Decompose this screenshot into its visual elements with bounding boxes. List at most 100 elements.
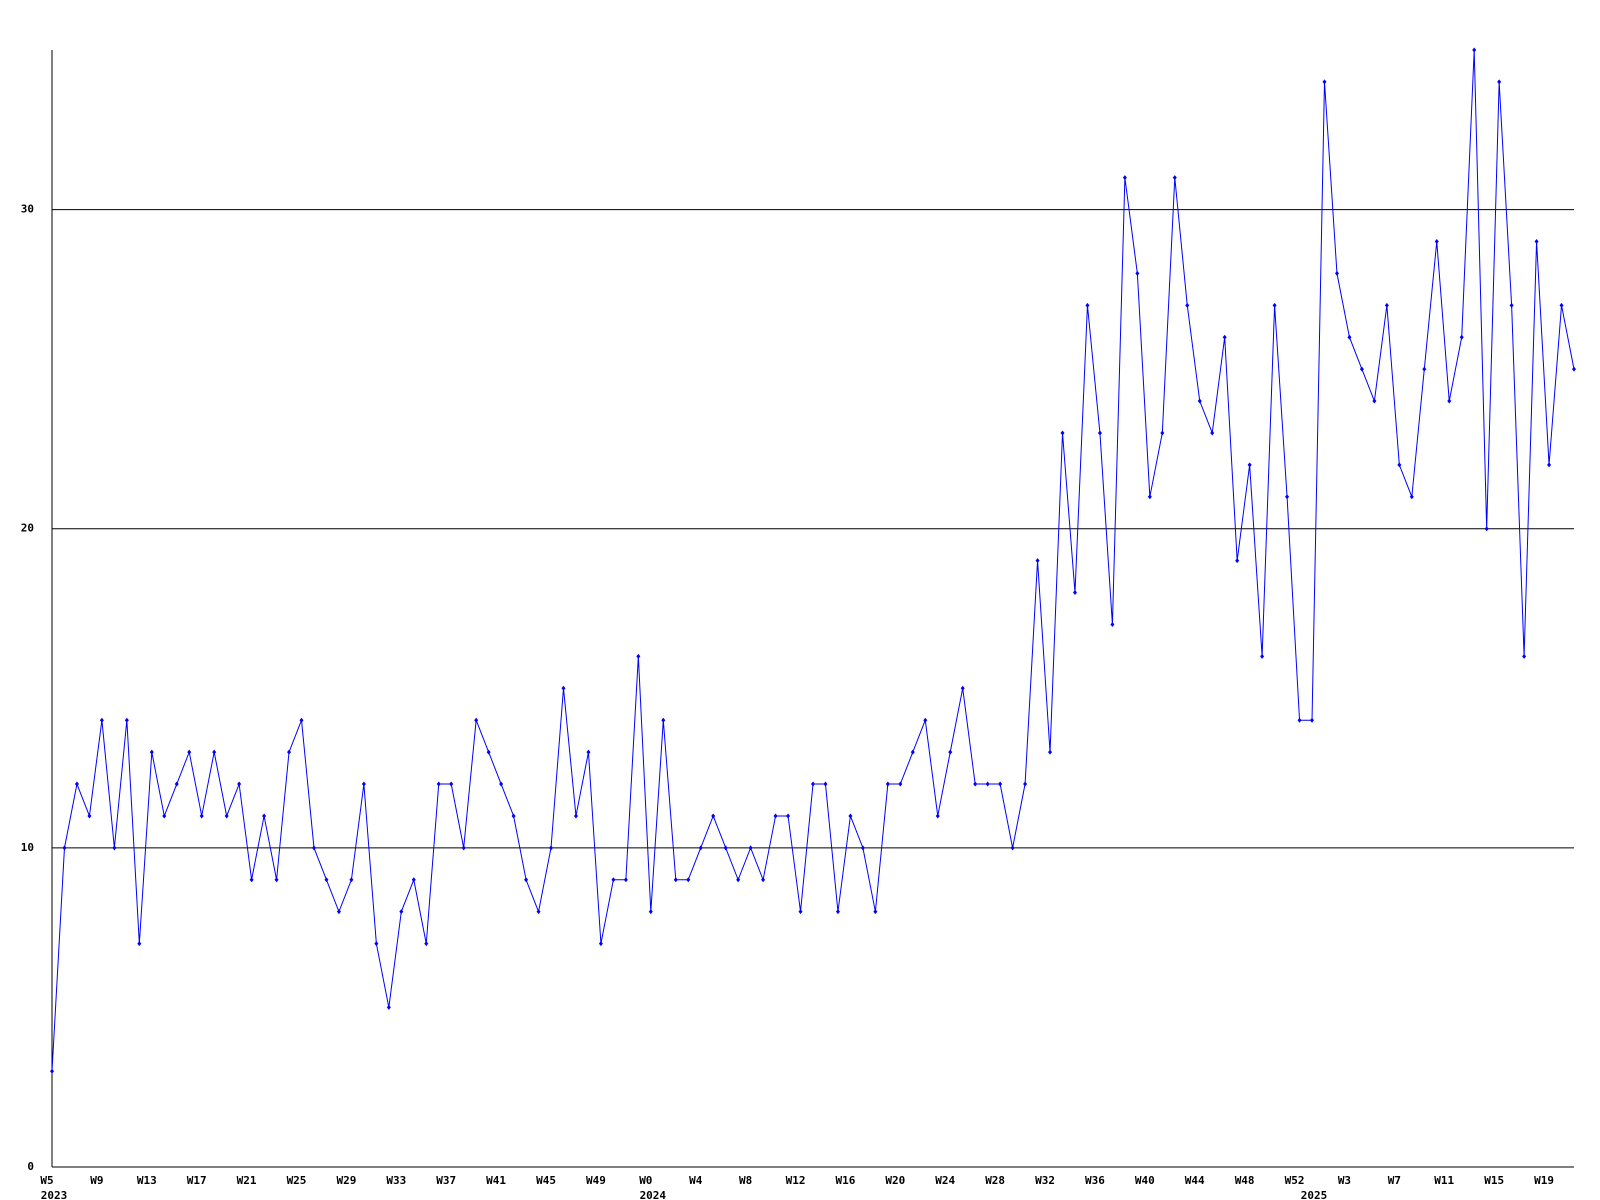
point-marker — [935, 813, 940, 819]
point-marker — [1122, 175, 1127, 181]
point-marker — [1172, 175, 1177, 181]
point-marker — [199, 813, 204, 819]
point-marker — [1534, 238, 1539, 244]
point-marker — [1210, 430, 1215, 436]
point-marker — [62, 845, 67, 851]
point-marker — [311, 845, 316, 851]
point-marker — [524, 877, 529, 883]
point-marker — [74, 781, 79, 787]
point-marker — [573, 813, 578, 819]
point-marker — [1097, 430, 1102, 436]
y-tick-label: 30 — [21, 203, 34, 216]
year-label: 2024 — [640, 1189, 667, 1200]
point-marker — [1522, 653, 1527, 659]
point-marker — [374, 941, 379, 947]
x-tick-label: W21 — [237, 1174, 257, 1187]
point-marker — [898, 781, 903, 787]
point-marker — [112, 845, 117, 851]
x-tick-label: W20 — [885, 1174, 905, 1187]
point-marker — [1010, 845, 1015, 851]
point-marker — [960, 685, 965, 691]
point-marker — [923, 717, 928, 723]
point-marker — [299, 717, 304, 723]
y-tick-label: 0 — [27, 1160, 34, 1173]
point-marker — [1310, 717, 1315, 723]
point-marker — [1110, 621, 1115, 627]
point-marker — [1135, 270, 1140, 276]
point-marker — [1060, 430, 1065, 436]
point-marker — [661, 717, 666, 723]
point-marker — [1072, 590, 1077, 596]
x-tick-label: W29 — [336, 1174, 356, 1187]
x-tick-label: W52 — [1285, 1174, 1305, 1187]
x-tick-label: W9 — [90, 1174, 103, 1187]
point-marker — [1497, 79, 1502, 85]
point-marker — [1409, 494, 1414, 500]
point-marker — [761, 877, 766, 883]
point-marker — [224, 813, 229, 819]
point-marker — [349, 877, 354, 883]
point-marker — [499, 781, 504, 787]
point-marker — [187, 749, 192, 755]
x-tick-label: W11 — [1434, 1174, 1454, 1187]
point-marker — [386, 1004, 391, 1010]
point-marker — [99, 717, 104, 723]
point-marker — [1285, 494, 1290, 500]
point-marker — [474, 717, 479, 723]
point-marker — [262, 813, 267, 819]
point-marker — [336, 909, 341, 915]
point-marker — [860, 845, 865, 851]
point-marker — [773, 813, 778, 819]
point-marker — [1023, 781, 1028, 787]
x-tick-label: W36 — [1085, 1174, 1105, 1187]
point-marker — [885, 781, 890, 787]
x-tick-label: W37 — [436, 1174, 456, 1187]
x-tick-label: W5 — [40, 1174, 53, 1187]
point-marker — [449, 781, 454, 787]
point-marker — [811, 781, 815, 787]
x-tick-label: W3 — [1338, 1174, 1351, 1187]
x-tick-label: W40 — [1135, 1174, 1155, 1187]
x-tick-label: W0 — [639, 1174, 652, 1187]
point-marker — [998, 781, 1003, 787]
point-marker — [973, 781, 978, 787]
point-marker — [1322, 79, 1327, 85]
point-marker — [87, 813, 92, 819]
point-marker — [174, 781, 179, 787]
point-marker — [1334, 270, 1339, 276]
x-tick-label: W7 — [1388, 1174, 1401, 1187]
point-marker — [1484, 526, 1489, 532]
point-marker — [1459, 334, 1464, 340]
point-marker — [848, 813, 853, 819]
point-marker — [1272, 302, 1277, 308]
point-marker — [1359, 366, 1364, 372]
y-tick-label: 10 — [21, 841, 34, 854]
point-marker — [1509, 302, 1514, 308]
point-marker — [436, 781, 441, 787]
point-marker — [1422, 366, 1427, 372]
point-marker — [50, 1068, 54, 1074]
point-marker — [835, 909, 840, 915]
point-marker — [249, 877, 254, 883]
point-marker — [1260, 653, 1265, 659]
point-marker — [1384, 302, 1389, 308]
point-marker — [1035, 558, 1040, 564]
point-marker — [324, 877, 329, 883]
point-marker — [910, 749, 915, 755]
point-marker — [237, 781, 242, 787]
x-tick-label: W4 — [689, 1174, 703, 1187]
point-marker — [1372, 398, 1377, 404]
data-line — [51, 49, 1575, 1072]
point-marker — [124, 717, 129, 723]
point-marker — [798, 909, 803, 915]
point-marker — [287, 749, 292, 755]
x-tick-label: W44 — [1185, 1174, 1205, 1187]
x-tick-label: W48 — [1235, 1174, 1255, 1187]
year-label: 2025 — [1301, 1189, 1328, 1200]
point-marker — [461, 845, 466, 851]
point-marker — [411, 877, 416, 883]
point-marker — [1160, 430, 1165, 436]
point-marker — [486, 749, 491, 755]
